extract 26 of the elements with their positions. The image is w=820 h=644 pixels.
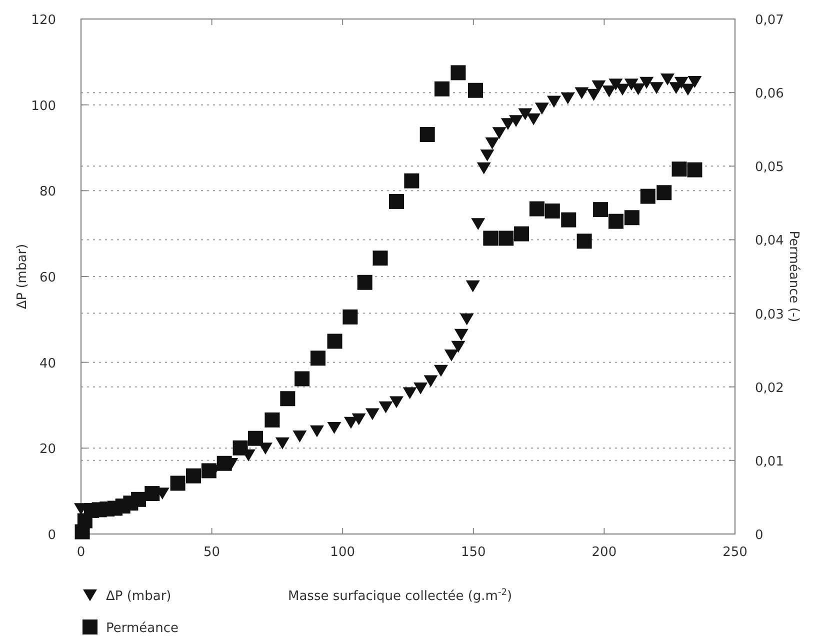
y-tick-label: 120: [31, 13, 56, 28]
legend-label: ΔP (mbar): [106, 589, 172, 604]
y2-tick-label: 0,01: [755, 454, 784, 470]
y2-tick-label: 0,06: [755, 86, 784, 102]
y2-tick-label: 0: [755, 528, 764, 543]
y2-tick-label: 0,07: [755, 13, 784, 28]
y-tick-label: 80: [39, 184, 56, 200]
x-tick-label: 250: [722, 545, 748, 560]
x-tick-label: 100: [330, 545, 356, 560]
x-tick-label: 150: [460, 545, 486, 560]
y-axis-title: ΔP (mbar): [15, 244, 30, 310]
y-tick-label: 60: [39, 270, 56, 286]
y-tick-label: 100: [31, 98, 56, 114]
x-tick-label: 0: [76, 545, 86, 560]
y-tick-label: 40: [39, 356, 56, 372]
y2-axis-title: Perméance (-): [786, 230, 801, 322]
y2-tick-label: 0,03: [755, 307, 784, 322]
y-tick-label: 0: [48, 528, 56, 543]
y-tick-label: 20: [39, 442, 56, 458]
x-axis-title: Masse surfacique collectée (g.m$^{-2}$): [288, 588, 512, 604]
x-tick-label: 50: [204, 545, 220, 560]
legend-label: Perméance: [106, 621, 179, 636]
y2-tick-label: 0,05: [755, 160, 784, 176]
y2-tick-label: 0,04: [755, 234, 784, 249]
x-tick-label: 200: [592, 545, 617, 560]
y2-tick-label: 0,02: [755, 380, 784, 396]
